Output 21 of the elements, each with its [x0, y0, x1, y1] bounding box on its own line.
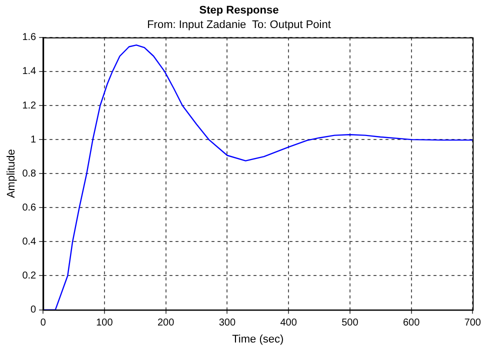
- y-axis-title: Amplitude: [6, 149, 18, 198]
- y-tick-label: 1.6: [22, 32, 37, 44]
- y-tick-label: 0.6: [22, 202, 37, 214]
- x-tick-label: 100: [96, 318, 114, 329]
- y-tick-label: 1: [30, 134, 37, 146]
- y-tick-label: 0.8: [22, 168, 37, 180]
- x-tick-label: 600: [402, 318, 420, 329]
- x-tick-label: 200: [157, 318, 175, 329]
- y-tick-label: 1.4: [22, 66, 37, 78]
- x-tick-label: 0: [40, 318, 46, 329]
- y-tick-label: 0: [30, 304, 37, 316]
- chart-subtitle: From: Input Zadanie To: Output Point: [147, 18, 331, 31]
- y-tick-label: 1.2: [22, 100, 37, 112]
- x-tick-label: 500: [342, 318, 359, 329]
- x-tick-label: 700: [464, 318, 482, 329]
- chart-title: Step Response: [199, 4, 279, 17]
- x-tick-label: 300: [218, 318, 236, 329]
- x-tick-label: 400: [280, 318, 298, 329]
- x-axis-title: Time (sec): [232, 333, 284, 346]
- y-tick-label: 0.4: [22, 236, 37, 248]
- y-tick-label: 0.2: [22, 270, 37, 282]
